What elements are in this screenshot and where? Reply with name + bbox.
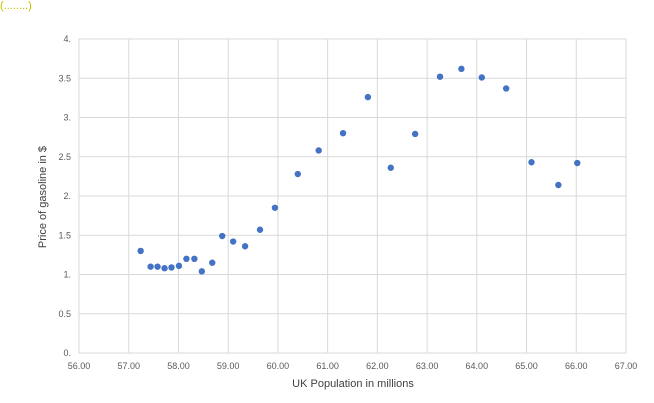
- data-point: [229, 238, 237, 245]
- data-point: [294, 170, 301, 178]
- x-tick-label: 65.00: [515, 361, 538, 371]
- y-tick-label: 1.: [63, 270, 71, 280]
- x-tick-label: 66.00: [565, 361, 588, 371]
- data-point: [339, 130, 347, 137]
- y-tick-label: 1.5: [58, 230, 71, 240]
- data-point: [387, 164, 394, 171]
- data-point: [241, 243, 249, 250]
- x-tick-label: 58.00: [167, 361, 190, 371]
- x-tick-label: 63.00: [416, 361, 439, 371]
- top-cropped-text: (........): [0, 0, 32, 12]
- data-point: [219, 232, 226, 240]
- data-point: [458, 65, 465, 73]
- data-point: [315, 147, 322, 154]
- x-tick-label: 57.00: [117, 361, 140, 371]
- data-point: [168, 264, 175, 271]
- y-tick-label: 0.: [63, 348, 71, 358]
- data-point: [154, 263, 161, 270]
- y-tick-label: 2.: [63, 191, 71, 201]
- data-point: [209, 259, 216, 266]
- data-point: [191, 255, 198, 262]
- y-axis-title: Price of gasoline in $: [37, 146, 49, 248]
- data-point: [183, 255, 190, 262]
- y-tick-label: 2.5: [58, 152, 71, 162]
- x-axis-title: UK Population in millions: [292, 378, 414, 390]
- x-tick-label: 61.00: [316, 361, 339, 371]
- y-tick-label: 3.5: [58, 73, 71, 83]
- y-tick-label: 3.: [63, 113, 71, 123]
- data-point: [161, 265, 168, 272]
- data-point: [175, 262, 183, 270]
- data-point: [256, 226, 264, 233]
- data-point: [528, 159, 535, 166]
- data-point: [147, 263, 154, 270]
- data-point: [198, 268, 206, 275]
- x-tick-label: 64.00: [466, 361, 489, 371]
- gridlines: [78, 38, 627, 354]
- data-points: [137, 65, 581, 275]
- data-point: [478, 74, 485, 81]
- data-point: [364, 93, 372, 101]
- data-point: [574, 159, 581, 167]
- data-point: [411, 130, 419, 138]
- data-point: [555, 181, 562, 189]
- data-point: [137, 247, 144, 255]
- data-point: [271, 204, 279, 211]
- x-tick-label: 67.00: [615, 361, 638, 371]
- x-tick-label: 56.00: [68, 361, 91, 371]
- x-axis-ticks: 56.00 57.00 58.00 59.00 60.00 61.00 62.00 63.00…: [68, 361, 638, 371]
- y-tick-label: 0.5: [58, 309, 71, 319]
- y-tick-label: 4.: [63, 34, 71, 44]
- data-point: [502, 85, 510, 92]
- data-point: [436, 73, 444, 80]
- y-axis-ticks: 0. 0.5 1. 1.5 2. 2.5 3. 3.5 4.: [58, 34, 71, 358]
- x-tick-label: 62.00: [366, 361, 389, 371]
- x-tick-label: 59.00: [217, 361, 240, 371]
- x-tick-label: 60.00: [267, 361, 290, 371]
